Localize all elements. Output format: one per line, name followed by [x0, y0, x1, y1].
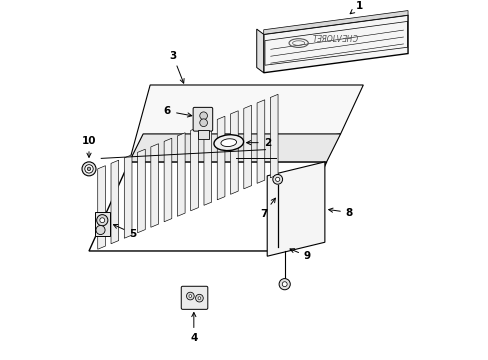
Text: 3: 3 — [169, 50, 183, 83]
Text: TƎЯOLVƎHƆ: TƎЯOLVƎHƆ — [312, 35, 358, 44]
Text: 7: 7 — [259, 198, 275, 219]
Circle shape — [200, 112, 207, 120]
Circle shape — [82, 162, 96, 176]
Circle shape — [100, 218, 104, 223]
Polygon shape — [89, 162, 326, 251]
Circle shape — [97, 215, 108, 226]
Polygon shape — [217, 116, 224, 200]
Polygon shape — [244, 105, 251, 189]
Circle shape — [275, 177, 279, 181]
Polygon shape — [129, 134, 340, 162]
Circle shape — [198, 297, 201, 300]
Circle shape — [96, 225, 105, 235]
Polygon shape — [164, 138, 171, 222]
Circle shape — [282, 282, 286, 287]
Polygon shape — [256, 29, 263, 73]
Circle shape — [200, 119, 207, 127]
Polygon shape — [230, 111, 238, 194]
Circle shape — [188, 294, 191, 297]
Polygon shape — [203, 122, 211, 205]
FancyBboxPatch shape — [193, 107, 212, 131]
Polygon shape — [150, 144, 158, 227]
Polygon shape — [266, 162, 324, 256]
Polygon shape — [177, 133, 185, 216]
Polygon shape — [124, 155, 132, 238]
Text: 4: 4 — [190, 312, 197, 343]
Text: 2: 2 — [246, 138, 270, 148]
Circle shape — [272, 175, 282, 184]
Polygon shape — [270, 94, 278, 178]
Text: 6: 6 — [163, 106, 191, 117]
Polygon shape — [98, 166, 105, 249]
Circle shape — [186, 292, 194, 300]
Ellipse shape — [221, 139, 236, 147]
Polygon shape — [198, 130, 208, 139]
Circle shape — [84, 165, 93, 173]
Polygon shape — [257, 100, 264, 183]
Circle shape — [279, 279, 290, 290]
Circle shape — [195, 294, 203, 302]
Polygon shape — [129, 85, 363, 162]
Ellipse shape — [214, 135, 243, 150]
Polygon shape — [263, 15, 407, 73]
FancyBboxPatch shape — [181, 286, 207, 309]
Polygon shape — [263, 10, 407, 34]
Bar — [95, 212, 109, 236]
Text: 1: 1 — [349, 1, 363, 14]
Circle shape — [87, 167, 91, 171]
Text: 5: 5 — [113, 225, 136, 239]
Text: 8: 8 — [328, 207, 352, 217]
Text: 9: 9 — [289, 249, 310, 261]
Polygon shape — [111, 160, 119, 244]
Polygon shape — [190, 127, 198, 211]
Polygon shape — [137, 149, 145, 233]
Text: 10: 10 — [81, 136, 96, 157]
